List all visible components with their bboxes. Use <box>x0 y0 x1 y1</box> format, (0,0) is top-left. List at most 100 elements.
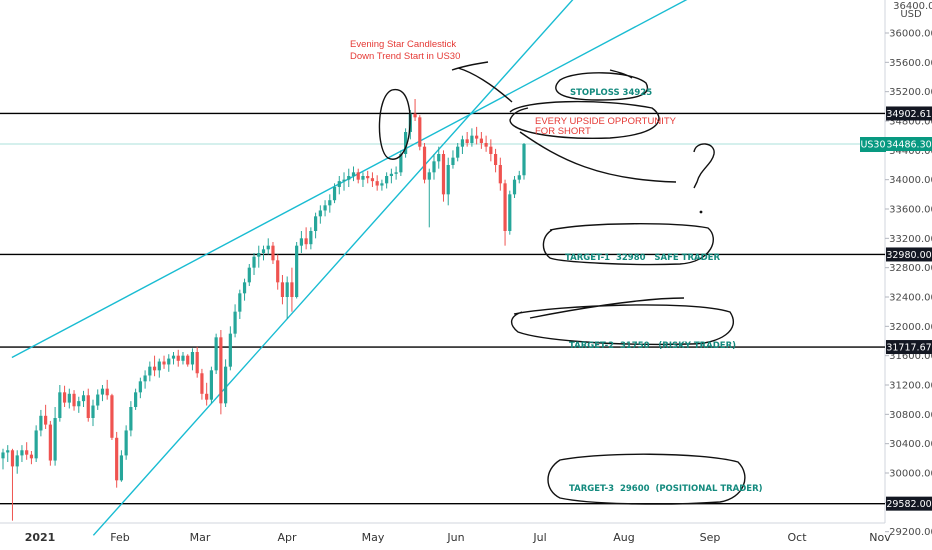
candle <box>394 166 398 180</box>
candle <box>219 330 223 415</box>
candle <box>77 396 81 413</box>
candle-body <box>186 355 190 365</box>
candle-body <box>257 253 261 257</box>
price-axis[interactable]: 29200.0029600.0030000.0030400.0030800.00… <box>884 0 932 538</box>
time-tick-label: Feb <box>110 531 129 544</box>
candle-body <box>252 256 256 268</box>
candle-body <box>110 395 114 438</box>
candle-body <box>228 333 232 367</box>
candle-body <box>181 355 185 361</box>
plot-area[interactable] <box>0 0 885 536</box>
target3-note: TARGET-3 29600 (POSITIONAL TRADER) <box>569 484 763 494</box>
candle-body <box>389 173 393 176</box>
candle-body <box>81 395 86 402</box>
trendlines <box>11 0 688 536</box>
target1-ellipse <box>542 223 714 266</box>
candle-body <box>456 146 460 158</box>
evening-star-note-line2: Down Trend Start in US30 <box>350 51 460 62</box>
candles <box>1 99 526 521</box>
candle-body <box>508 194 512 231</box>
candle-body <box>96 394 100 406</box>
price-tag-background <box>886 340 932 355</box>
candle <box>332 183 337 204</box>
candle-body <box>356 172 360 180</box>
candle-body <box>418 117 422 147</box>
candle-body <box>446 165 450 195</box>
upside-ellipse <box>509 100 677 183</box>
candle-body <box>498 165 502 184</box>
price-tag-label: 32980.00 <box>886 250 931 261</box>
candle <box>25 442 29 460</box>
candle-body <box>380 183 384 186</box>
candle <box>508 190 512 235</box>
candle-body <box>105 388 109 396</box>
candle-body <box>351 172 356 176</box>
candle <box>295 242 299 299</box>
time-tick-label: Oct <box>787 531 807 544</box>
candle <box>228 326 232 371</box>
candle <box>171 352 176 365</box>
candle-body <box>465 139 469 143</box>
candle <box>489 139 493 162</box>
candle-body <box>361 176 365 180</box>
candle-body <box>437 154 441 162</box>
candle-body <box>314 216 318 231</box>
candle <box>124 425 128 460</box>
candle <box>162 355 166 369</box>
candle-body <box>299 238 303 246</box>
candle <box>441 150 446 202</box>
symbol-tag-background <box>860 137 886 153</box>
candle-body <box>399 154 403 173</box>
hand-drawings <box>378 61 746 505</box>
candle <box>91 399 95 427</box>
time-axis[interactable]: 2021 Feb Mar Apr May Jun Jul Aug Sep Oct Nov <box>0 522 891 544</box>
candle <box>167 354 171 372</box>
candle-body <box>195 352 199 374</box>
candle <box>34 425 38 462</box>
candle <box>58 385 62 422</box>
candle <box>209 366 213 404</box>
candle <box>205 382 209 406</box>
candle <box>266 238 270 255</box>
candle <box>195 346 199 378</box>
candle-body <box>167 358 171 365</box>
candle-body <box>489 146 493 154</box>
candle-body <box>517 175 521 180</box>
candle-body <box>484 143 488 147</box>
candle-body <box>422 146 427 180</box>
candle-body <box>44 415 48 425</box>
topside-arrow <box>451 61 513 103</box>
candle-body <box>34 430 38 459</box>
candle <box>134 388 138 410</box>
candle-body <box>77 401 81 407</box>
candle <box>53 407 57 466</box>
price-tag-label: 29582.00 <box>886 499 931 510</box>
candle <box>351 166 356 182</box>
trendline <box>11 0 688 359</box>
candle-body <box>224 366 228 404</box>
time-tick-label: Jun <box>446 531 464 544</box>
trendline <box>92 0 574 536</box>
candle-body <box>347 176 351 180</box>
candle-body <box>129 407 133 431</box>
candle-body <box>238 293 242 312</box>
candle <box>280 275 285 305</box>
candle <box>290 267 294 312</box>
candle-body <box>53 418 57 461</box>
candle <box>413 99 417 121</box>
target2-ellipse <box>511 297 734 346</box>
candle <box>366 170 370 184</box>
evening-star-note-line1: Evening Star Candlestick <box>350 39 456 50</box>
time-tick-label: Sep <box>700 531 721 544</box>
candle-body <box>1 452 5 459</box>
candle <box>299 231 303 253</box>
candle <box>432 154 436 180</box>
price-tick-label: 34800.00 <box>889 117 932 128</box>
candle-body <box>119 455 124 481</box>
symbol-tag: US30 <box>860 137 886 153</box>
candle <box>498 157 502 191</box>
price-tick-label: 30800.00 <box>889 410 932 421</box>
candle-body <box>460 139 465 147</box>
